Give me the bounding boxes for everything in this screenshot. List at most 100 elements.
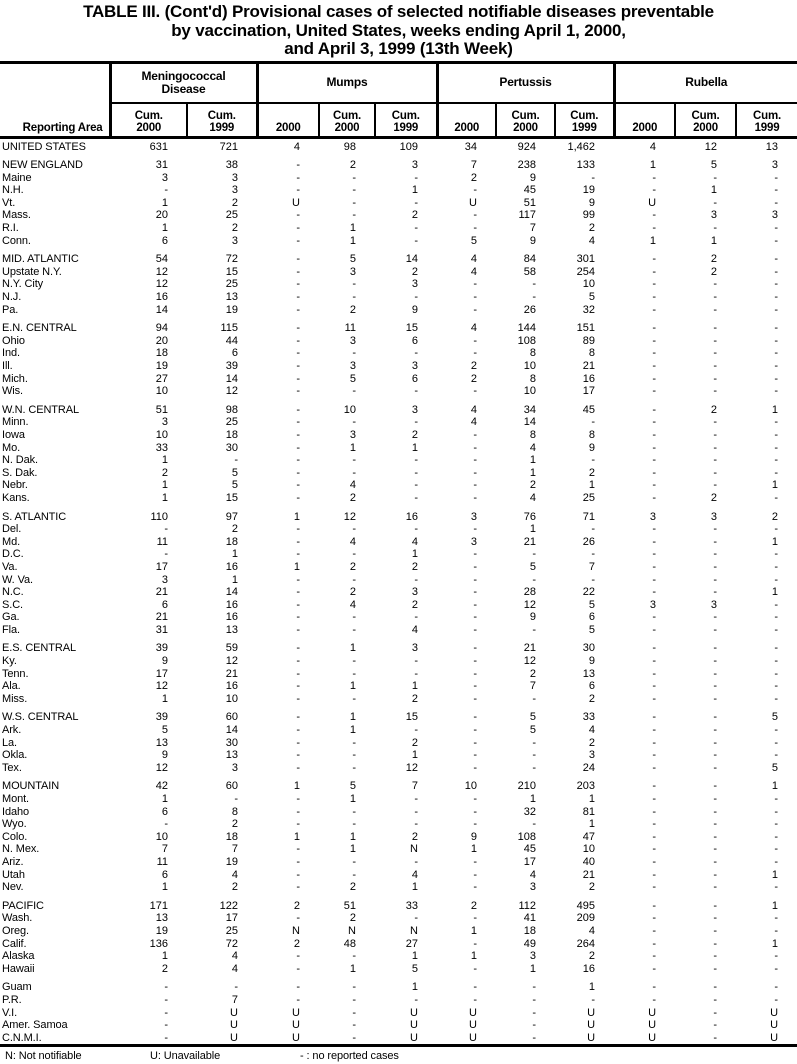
value-cell: -: [473, 184, 477, 197]
value-cell: -: [713, 611, 718, 624]
value-cell: -: [473, 548, 477, 561]
value-cell: -: [532, 1019, 536, 1032]
value-cell: -: [713, 680, 718, 693]
value-cell: 4: [231, 868, 238, 881]
value-cell: 5: [161, 724, 168, 737]
value-cell: 2: [588, 692, 596, 705]
value-cell: 18: [155, 347, 168, 360]
reporting-area-cell: Ind.: [2, 347, 20, 360]
value-cell: -: [352, 805, 356, 818]
value-cell: -: [652, 403, 657, 416]
value-cell: 5: [231, 466, 238, 479]
value-cell: -: [473, 667, 477, 680]
value-cell: 48: [343, 937, 356, 950]
value-cell: 1: [710, 234, 718, 247]
reporting-area-cell: Ill.: [2, 360, 13, 372]
value-cell: -: [414, 171, 418, 184]
value-cell: 19: [225, 855, 238, 868]
reporting-area-cell: D.C.: [2, 548, 24, 561]
value-cell: -: [713, 830, 718, 843]
table-row: D.C. - 1 - - 1 - - - - - -: [0, 548, 797, 561]
value-cell: -: [713, 924, 718, 937]
table-row: Idaho 6 8 - - - - 32 81 - - -: [0, 806, 797, 819]
value-cell: -: [713, 441, 718, 454]
value-cell: 5: [588, 623, 596, 636]
value-cell: 1: [470, 924, 477, 937]
value-cell: 203: [576, 780, 596, 793]
value-cell: -: [713, 535, 718, 548]
value-cell: 5: [349, 253, 356, 266]
reporting-area-cell: P.R.: [2, 993, 22, 1006]
value-cell: 25: [225, 278, 238, 291]
value-cell: 41: [523, 912, 536, 925]
table-row: Oreg. 19 25 N N N 1 18 4 - - -: [0, 925, 797, 938]
value-cell: -: [713, 347, 718, 360]
value-cell: U: [292, 1031, 300, 1044]
value-cell: -: [296, 385, 300, 398]
value-cell: -: [652, 692, 657, 705]
value-cell: 5: [529, 724, 536, 737]
value-cell: -: [713, 560, 718, 573]
value-cell: -: [473, 385, 477, 398]
value-cell: 3: [231, 184, 238, 197]
value-cell: 110: [150, 510, 168, 523]
value-cell: -: [473, 334, 477, 347]
value-cell: 13: [225, 623, 238, 636]
reporting-area-cell: W.N. CENTRAL: [2, 403, 80, 416]
value-cell: 30: [582, 642, 596, 655]
value-cell: -: [774, 598, 779, 611]
value-cell: 14: [155, 303, 168, 316]
value-cell: 16: [405, 510, 418, 523]
value-cell: -: [591, 416, 596, 429]
value-cell: -: [234, 981, 238, 994]
value-cell: 4: [649, 140, 657, 153]
col-header-mening-cum-1999: Cum. 1999: [186, 102, 257, 139]
value-cell: 1: [529, 962, 536, 975]
value-cell: -: [652, 479, 657, 492]
value-cell: 8: [529, 372, 536, 385]
value-cell: 5: [588, 291, 596, 304]
group-header-pertussis: Pertussis: [435, 62, 615, 104]
value-cell: 45: [523, 843, 536, 856]
value-cell: -: [713, 196, 718, 209]
value-cell: -: [532, 749, 536, 762]
value-cell: -: [473, 736, 477, 749]
reporting-area-cell: N.Y. City: [2, 278, 44, 291]
value-cell: 21: [582, 360, 596, 372]
value-cell: -: [713, 855, 718, 868]
value-cell: 12: [155, 278, 168, 291]
table-footnotes: N: Not notifiable U: Unavailable - : no …: [0, 1047, 797, 1062]
value-cell: -: [713, 761, 718, 774]
value-cell: -: [774, 196, 779, 209]
value-cell: 2: [411, 830, 418, 843]
value-cell: 6: [411, 372, 418, 385]
value-cell: 25: [225, 924, 238, 937]
value-cell: 1: [710, 184, 718, 197]
value-cell: 109: [399, 140, 418, 153]
value-cell: -: [164, 1019, 168, 1032]
value-cell: -: [713, 573, 718, 586]
value-cell: 1: [771, 586, 779, 599]
value-cell: -: [774, 491, 779, 504]
value-cell: 7: [529, 680, 536, 693]
value-cell: 1: [470, 843, 477, 856]
value-cell: -: [473, 428, 477, 441]
value-cell: 2: [470, 372, 477, 385]
value-cell: 26: [523, 303, 536, 316]
value-cell: 8: [231, 805, 238, 818]
value-cell: 16: [582, 962, 596, 975]
table-row: Wyo. - 2 - - - - - 1 - - -: [0, 818, 797, 831]
value-cell: -: [414, 655, 418, 668]
value-cell: -: [713, 278, 718, 291]
reporting-area-cell: Calif.: [2, 937, 27, 950]
value-cell: 1: [349, 843, 356, 856]
value-cell: -: [296, 881, 300, 894]
value-cell: -: [774, 881, 779, 894]
table-row: Fla. 31 13 - - 4 - - 5 - - -: [0, 624, 797, 637]
value-cell: 18: [225, 428, 238, 441]
value-cell: -: [774, 234, 779, 247]
reporting-area-cell: Mich.: [2, 372, 28, 385]
value-cell: 25: [225, 209, 238, 222]
value-cell: -: [652, 611, 657, 624]
value-cell: 1: [349, 222, 356, 235]
